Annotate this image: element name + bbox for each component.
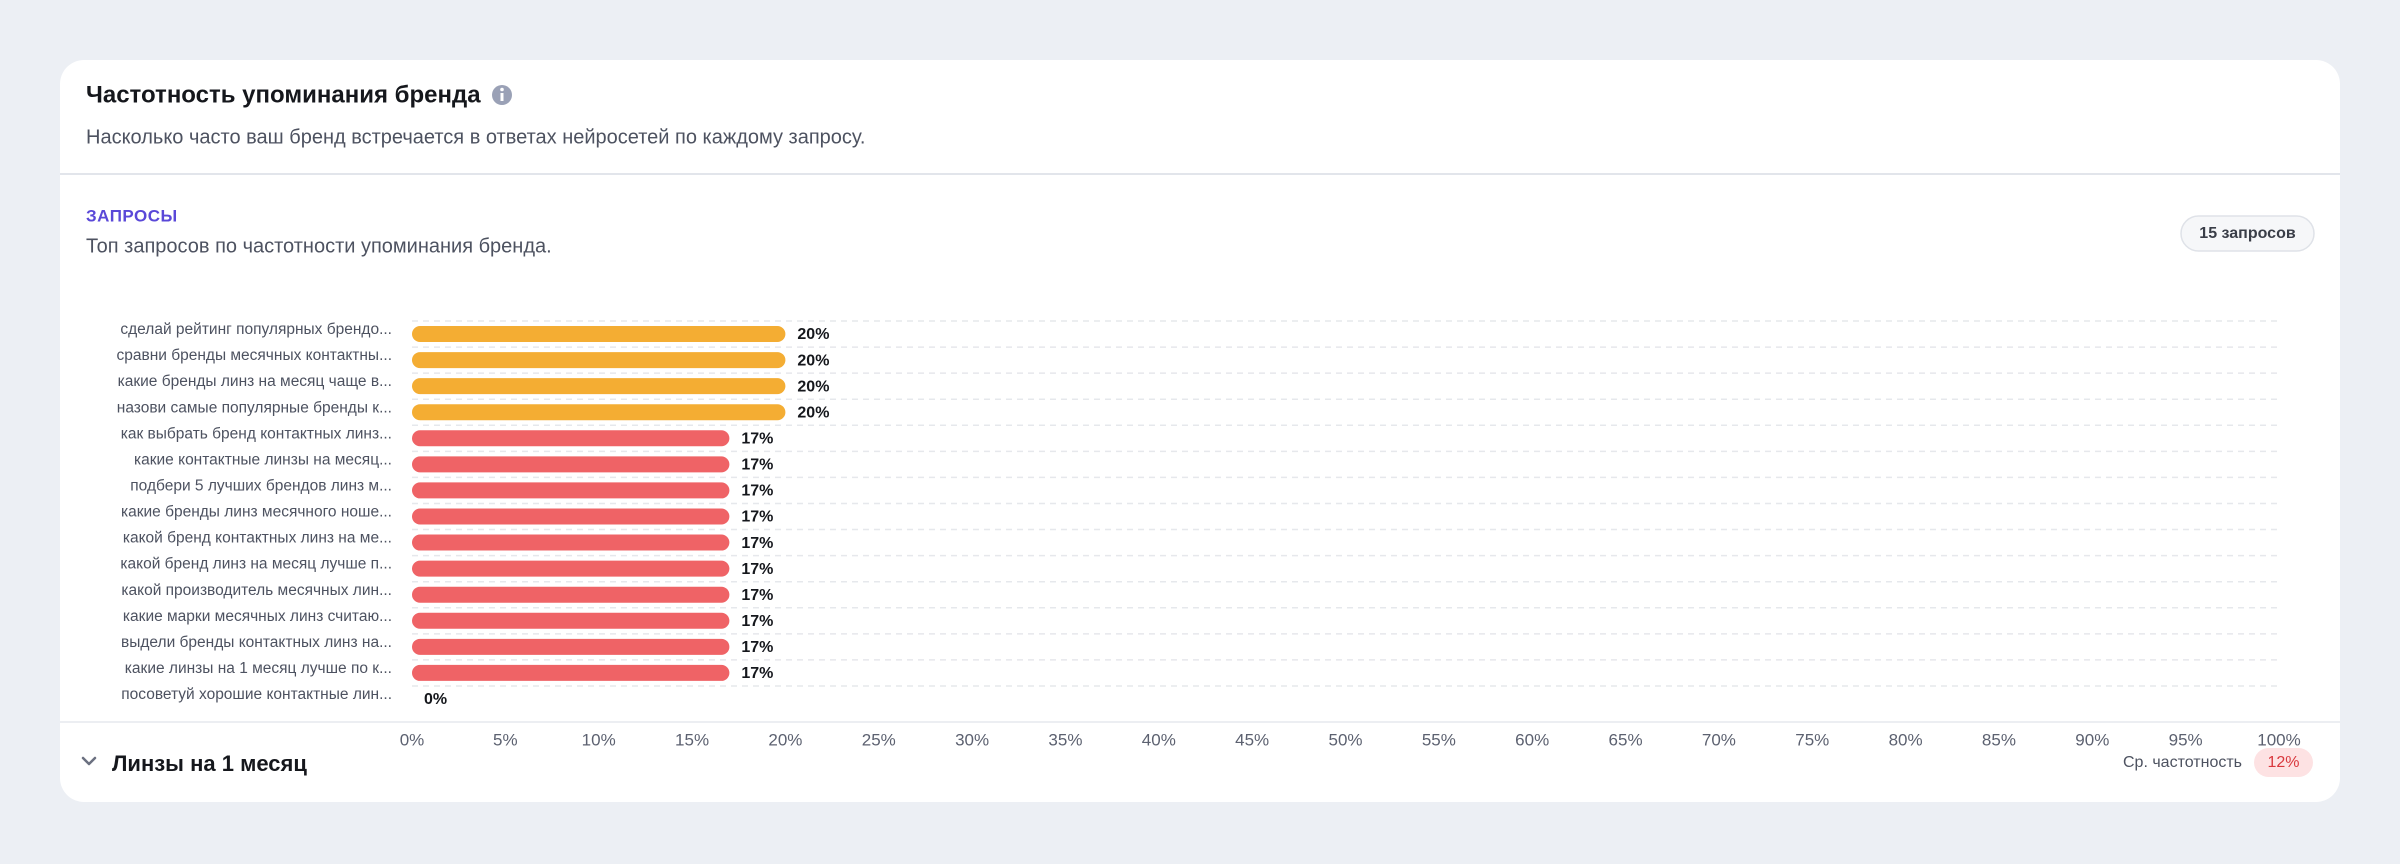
x-tick-label: 45% — [1235, 730, 1269, 749]
bar — [412, 430, 730, 447]
category-label: какие бренды линз месячного ноше... — [121, 504, 392, 521]
value-label: 17% — [741, 665, 773, 682]
value-label: 17% — [741, 639, 773, 656]
value-label: 17% — [741, 561, 773, 578]
value-label: 20% — [797, 404, 829, 421]
bar — [412, 638, 730, 655]
category-label: какой производитель месячных лин... — [121, 582, 392, 599]
info-icon[interactable] — [492, 85, 512, 105]
x-tick-label: 80% — [1889, 730, 1923, 749]
x-tick-label: 95% — [2169, 730, 2203, 749]
value-label: 20% — [797, 326, 829, 343]
category-label: подбери 5 лучших брендов линз м... — [130, 478, 392, 495]
value-label: 17% — [741, 509, 773, 526]
x-tick-label: 65% — [1609, 730, 1643, 749]
bar — [412, 534, 730, 551]
value-label: 17% — [741, 483, 773, 500]
value-label: 17% — [741, 535, 773, 552]
x-tick-label: 30% — [955, 730, 989, 749]
avg-label: Ср. частотность — [2123, 754, 2242, 771]
category-label: какие линзы на 1 месяц лучше по к... — [125, 660, 392, 677]
category-label: сравни бренды месячных контактны... — [116, 347, 392, 364]
value-label: 20% — [797, 378, 829, 395]
category-label: какие бренды линз на месяц чаще в... — [118, 373, 392, 390]
category-label: как выбрать бренд контактных линз... — [121, 425, 392, 442]
section-subtitle: Топ запросов по частотности упоминания б… — [86, 235, 552, 257]
count-badge — [2180, 215, 2315, 252]
bar — [412, 560, 730, 577]
bar — [412, 664, 730, 681]
x-tick-label: 15% — [675, 730, 709, 749]
value-label: 17% — [741, 613, 773, 630]
card — [60, 60, 2340, 802]
bar — [412, 352, 786, 369]
category-label: какие контактные линзы на месяц... — [134, 451, 392, 468]
value-label: 17% — [741, 430, 773, 447]
group-name[interactable]: Линзы на 1 месяц — [112, 751, 307, 776]
category-label: выдели бренды контактных линз на... — [121, 634, 392, 651]
bar — [412, 482, 730, 499]
x-tick-label: 5% — [493, 730, 518, 749]
x-tick-label: 100% — [2257, 730, 2300, 749]
x-tick-label: 40% — [1142, 730, 1176, 749]
category-label: сделай рейтинг популярных брендо... — [120, 321, 392, 338]
category-label: какие марки месячных линз считаю... — [123, 608, 392, 625]
category-label: назови самые популярные бренды к... — [117, 399, 392, 416]
x-tick-label: 25% — [862, 730, 896, 749]
bar — [412, 326, 786, 342]
bar — [412, 404, 786, 421]
x-tick-label: 75% — [1795, 730, 1829, 749]
value-label: 0% — [424, 691, 447, 708]
section-label: ЗАПРОСЫ — [86, 206, 178, 225]
card-subtitle: Насколько часто ваш бренд встречается в … — [86, 126, 865, 148]
bar — [412, 456, 730, 473]
x-tick-label: 70% — [1702, 730, 1736, 749]
card-title: Частотность упоминания бренда — [86, 81, 481, 108]
bar — [412, 586, 730, 603]
category-label: какой бренд контактных линз на ме... — [123, 530, 392, 547]
x-tick-label: 85% — [1982, 730, 2016, 749]
value-label: 20% — [797, 352, 829, 369]
x-tick-label: 90% — [2075, 730, 2109, 749]
expand-chevron[interactable] — [81, 756, 97, 766]
x-tick-label: 35% — [1048, 730, 1082, 749]
category-label: посоветуй хорошие контактные лин... — [121, 686, 392, 703]
avg-badge — [2254, 748, 2313, 777]
x-tick-label: 0% — [400, 730, 425, 749]
x-tick-label: 55% — [1422, 730, 1456, 749]
chart: 0% 5% 10% 15% 20% 25% 30% 35% 40% 45% 50% 55% 60% 65%… — [116, 320, 2301, 749]
x-tick-label: 50% — [1328, 730, 1362, 749]
value-label: 17% — [741, 587, 773, 604]
bar — [412, 508, 730, 525]
x-tick-label: 10% — [582, 730, 616, 749]
value-label: 17% — [741, 457, 773, 474]
avg-value: 12% — [2267, 754, 2299, 771]
x-tick-label: 60% — [1515, 730, 1549, 749]
count-badge-text: 15 запросов — [2199, 225, 2296, 242]
bar — [412, 378, 786, 395]
bar — [412, 612, 730, 629]
x-tick-label: 20% — [768, 730, 802, 749]
category-label: какой бренд линз на месяц лучше п... — [120, 556, 392, 573]
